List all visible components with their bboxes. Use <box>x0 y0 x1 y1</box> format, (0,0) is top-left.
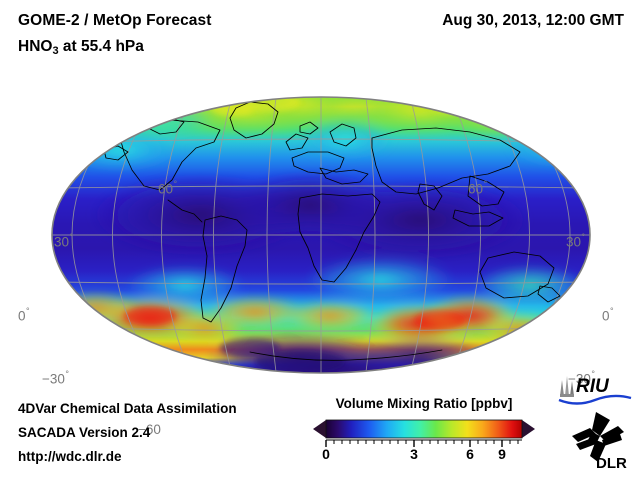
page-title: GOME-2 / MetOp Forecast <box>18 12 212 29</box>
lat-label-right-60: 60° <box>468 179 488 197</box>
map-panel: 60° 30° 0° −30° −60 60° 30° 0° −30° −60 <box>0 80 640 437</box>
data-field <box>52 97 590 373</box>
colorbar-scale <box>313 419 535 447</box>
colorbar-tick-0: 0 <box>322 446 330 462</box>
lat-label-left-0: 0° <box>18 306 30 324</box>
riu-swoosh-icon <box>558 394 632 405</box>
dlr-wordmark: DLR <box>596 455 627 472</box>
footer-method-label: 4DVar Chemical Data Assimilation <box>18 401 237 416</box>
mollweide-map <box>51 96 591 374</box>
pressure-level: at 55.4 hPa <box>58 38 144 55</box>
riu-logo: RIU <box>558 376 632 405</box>
lat-label-right-30: 30° <box>566 232 586 250</box>
colorbar-cap-right <box>522 420 535 438</box>
species-level-label: HNO3 at 55.4 hPa <box>18 38 144 57</box>
footer-version-label: SACADA Version 2.4 <box>18 425 151 440</box>
lat-label-left-60: 60° <box>158 179 178 197</box>
graticule <box>52 97 590 373</box>
colorbar-minor-ticks <box>333 440 519 444</box>
colorbar: Volume Mixing Ratio [ppbv] <box>310 396 538 476</box>
colorbar-tick-3: 3 <box>410 446 418 462</box>
colorbar-title: Volume Mixing Ratio [ppbv] <box>335 396 513 411</box>
dlr-logo: DLR <box>572 412 627 472</box>
lat-label-left-30: 30° <box>54 232 74 250</box>
colorbar-tick-9: 9 <box>498 446 506 462</box>
riu-wordmark: RIU <box>576 376 610 397</box>
dlr-pinwheel-icon <box>572 412 624 462</box>
colorbar-cap-left <box>313 420 326 438</box>
footer-url-link[interactable]: http://wdc.dlr.de <box>18 449 122 464</box>
lat-label-left-minus30: −30° <box>42 369 70 387</box>
riu-tower-icon <box>560 376 574 397</box>
species-name: HNO <box>18 38 53 55</box>
lat-label-left-minus60: −60 <box>138 422 161 437</box>
colorbar-gradient <box>326 420 522 438</box>
colorbar-major-ticks <box>325 440 503 447</box>
lat-label-right-0: 0° <box>602 306 614 324</box>
globe-outline <box>51 96 591 374</box>
species-subscript: 3 <box>52 45 59 57</box>
timestamp-label: Aug 30, 2013, 12:00 GMT <box>442 12 624 29</box>
lat-label-right-minus30: −30° <box>568 369 596 387</box>
colorbar-tick-6: 6 <box>466 446 474 462</box>
